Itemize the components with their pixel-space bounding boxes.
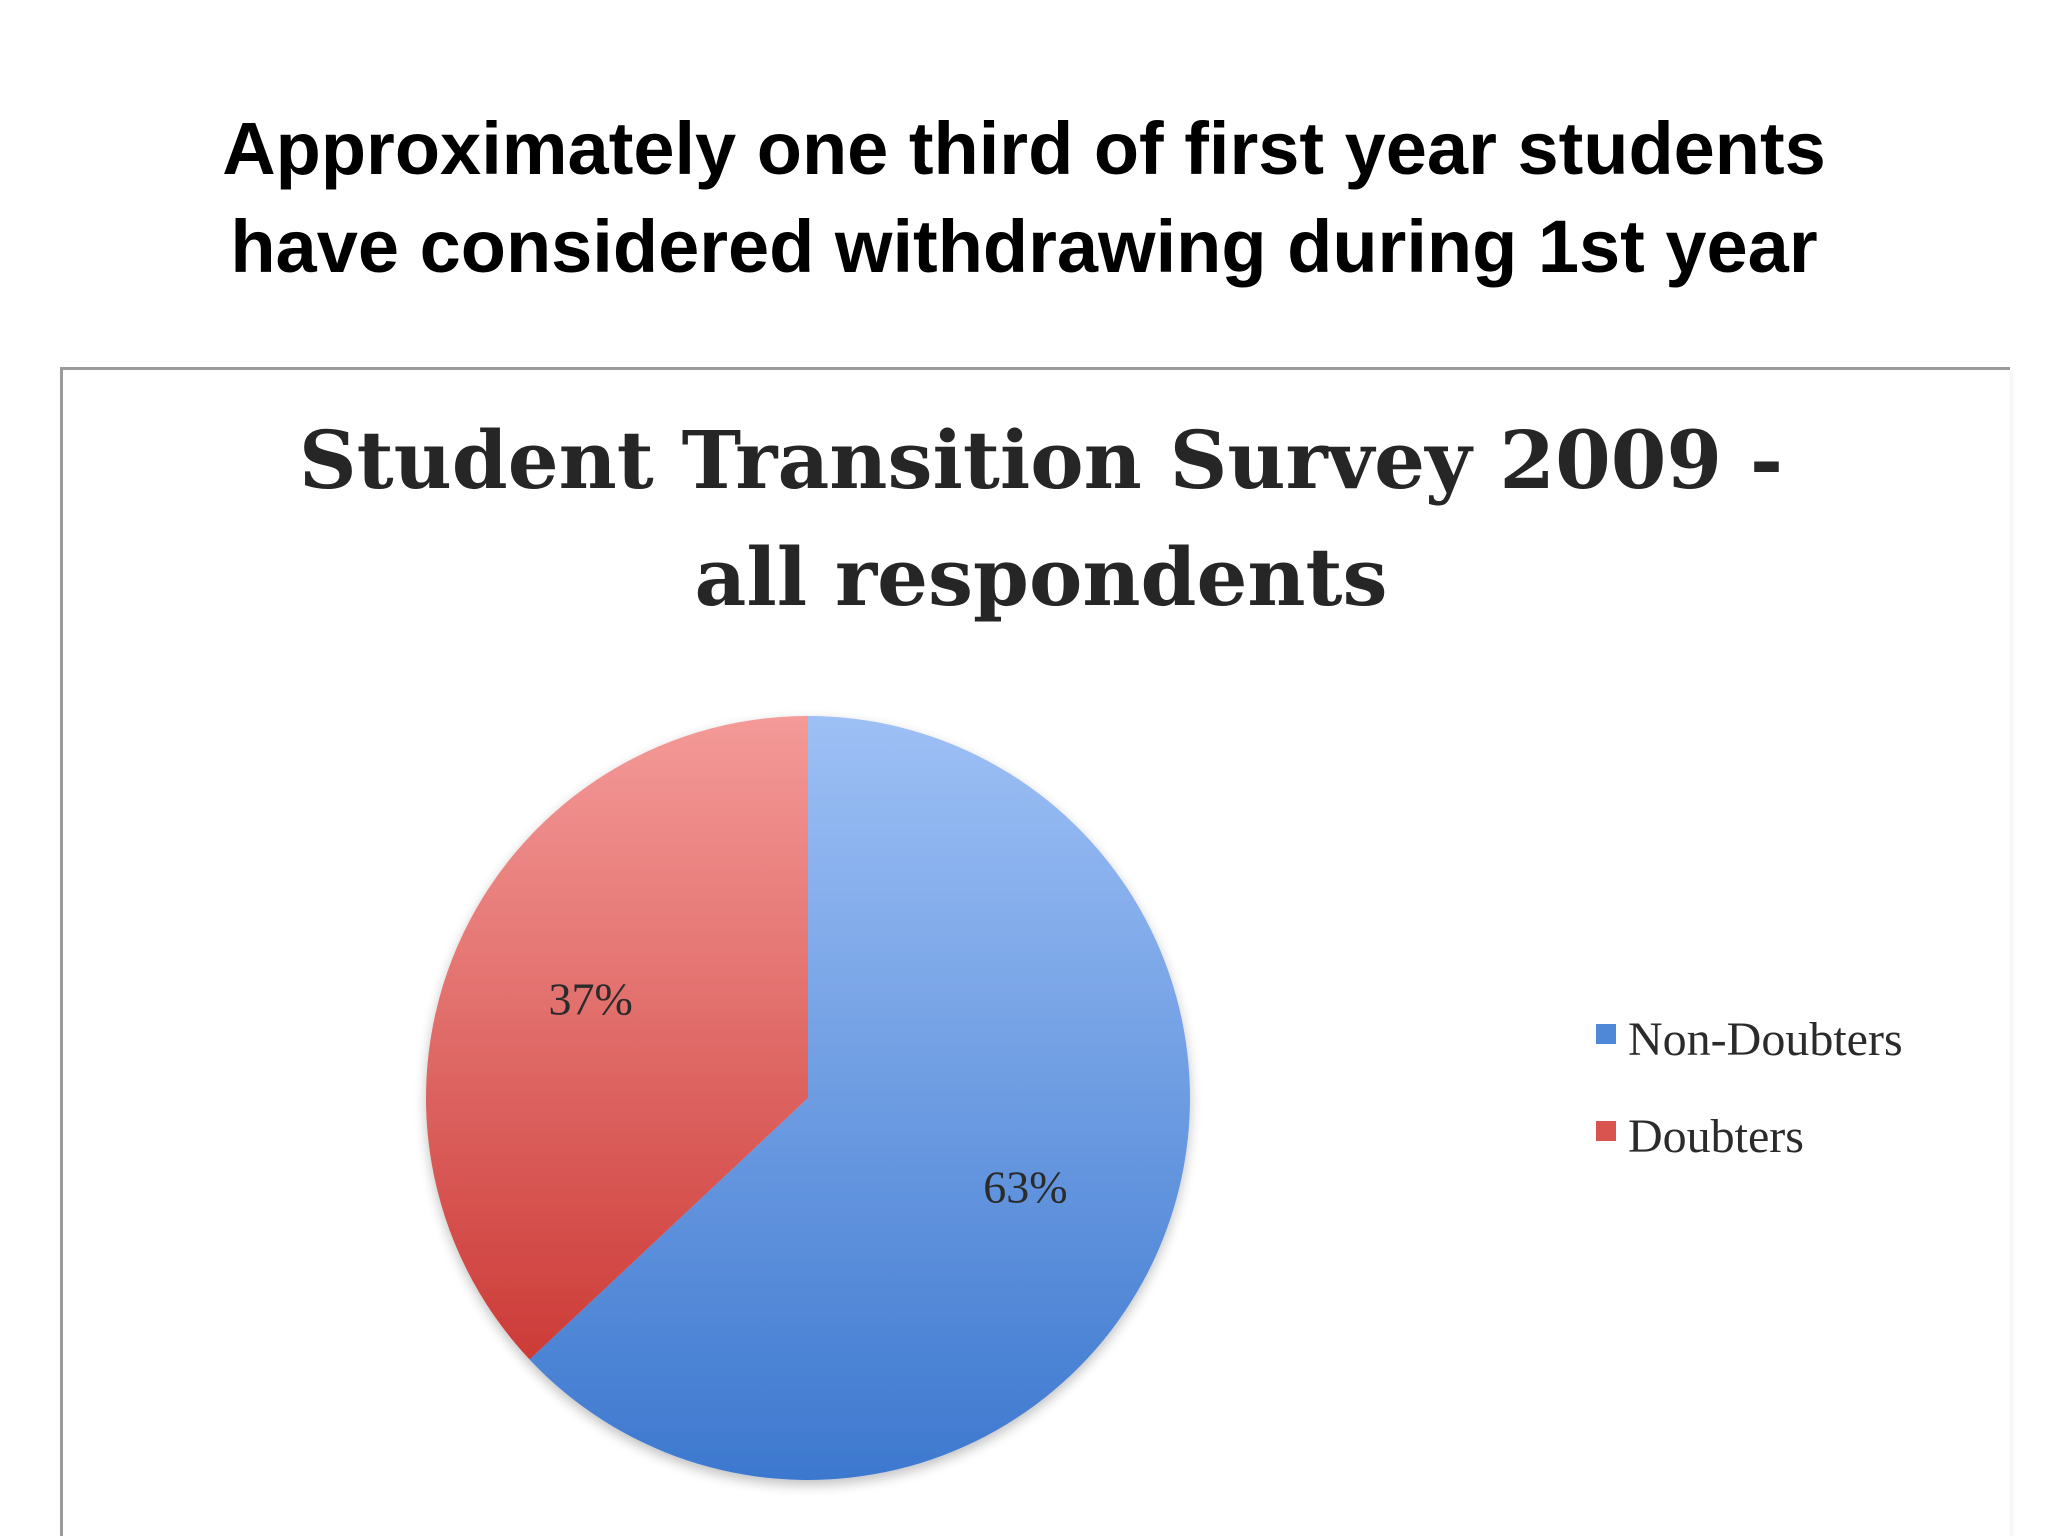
legend-label-non-doubters: Non-Doubters [1628,1013,1903,1066]
slide-title-line-2: have considered withdrawing during 1st y… [230,205,1818,288]
legend-label-doubters: Doubters [1628,1110,1804,1163]
pie-chart: Student Transition Survey 2009 - all res… [299,413,1903,1480]
legend-swatch-non-doubters [1596,1024,1616,1044]
pie-data-labels: 63% 37% [548,974,1067,1213]
slide-title-line-1: Approximately one third of first year st… [222,107,1826,190]
chart-legend: Non-Doubters Doubters [1596,1013,1903,1163]
chart-title-line-1: Student Transition Survey 2009 - [299,413,1783,507]
slide-title: Approximately one third of first year st… [0,100,2048,296]
legend-swatch-doubters [1596,1121,1616,1141]
pie-slice-doubters [426,716,808,1360]
pie-slice-non-doubters [529,716,1190,1480]
pie-slices [426,716,1190,1480]
chart-frame: Student Transition Survey 2009 - all res… [60,367,2016,1536]
data-label-doubters: 37% [548,974,632,1025]
chart-title-line-2: all respondents [694,530,1387,624]
data-label-non-doubters: 63% [983,1162,1067,1213]
